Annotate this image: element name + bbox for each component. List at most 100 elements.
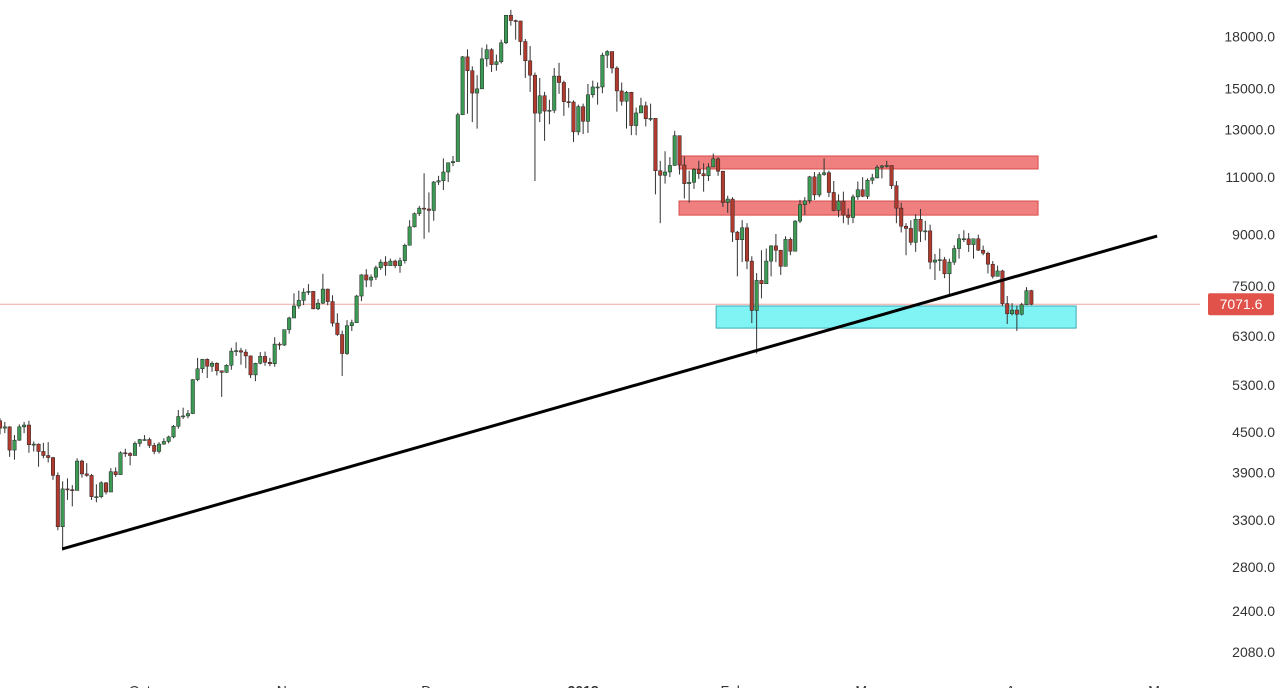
- candle-body: [557, 75, 562, 83]
- candle-body: [234, 350, 239, 352]
- candle-body: [465, 56, 470, 71]
- candle-body: [320, 288, 325, 304]
- candle-body: [161, 441, 166, 445]
- candle-body: [1005, 303, 1010, 315]
- candle-body: [296, 300, 301, 307]
- candle-body: [378, 261, 383, 268]
- candle-body: [851, 196, 855, 218]
- candle-body: [638, 105, 643, 114]
- candle-body: [576, 106, 581, 133]
- candle-body: [855, 189, 860, 198]
- candle-body: [345, 325, 349, 354]
- candle-body: [957, 238, 962, 249]
- candle-body: [152, 445, 157, 452]
- x-tick-label: Oct: [129, 683, 151, 688]
- candle-body: [648, 118, 653, 120]
- candle-body: [875, 166, 880, 179]
- candle-body: [470, 70, 475, 94]
- candle-body: [229, 350, 234, 366]
- candle-body: [590, 86, 595, 96]
- candle-body: [214, 363, 219, 372]
- candle-body: [677, 135, 682, 166]
- candle-body: [258, 356, 263, 364]
- candle-body: [552, 75, 557, 111]
- candle-body: [243, 351, 248, 357]
- candle-body: [441, 171, 446, 181]
- candle-body: [1019, 304, 1024, 315]
- candle-body: [499, 42, 504, 63]
- candle-body: [566, 101, 571, 103]
- candle-body: [740, 227, 745, 240]
- candle-body: [932, 259, 937, 263]
- candle-body: [663, 171, 668, 176]
- y-tick-label: 3900.0: [1232, 465, 1275, 481]
- candle-body: [600, 54, 605, 88]
- candle-body: [976, 238, 981, 251]
- candle-body: [94, 496, 99, 498]
- candle-body: [691, 169, 696, 183]
- candle-body: [952, 248, 957, 263]
- candle-body: [330, 301, 335, 324]
- candle-body: [802, 200, 807, 205]
- candle-body: [55, 475, 60, 527]
- candle-body: [798, 204, 802, 222]
- candle-body: [846, 214, 851, 218]
- candle-body: [605, 51, 610, 56]
- candle-body: [706, 166, 711, 177]
- candle-body: [104, 482, 109, 493]
- candle-body: [195, 368, 200, 380]
- x-tick-label: Sep: [0, 683, 8, 688]
- candle-body: [928, 230, 933, 263]
- candle-body: [210, 363, 215, 367]
- x-tick-label: May: [1148, 683, 1174, 688]
- candle-body: [643, 105, 648, 120]
- candle-body: [879, 165, 884, 168]
- candle-body: [754, 280, 759, 311]
- candle-body: [446, 162, 451, 173]
- candle-body: [769, 245, 774, 262]
- candle-body: [451, 161, 455, 164]
- candle-body: [889, 165, 894, 186]
- candle-body: [817, 174, 822, 196]
- candle-body: [200, 359, 205, 370]
- trend-line: [61, 234, 1158, 551]
- candle-body: [619, 90, 624, 102]
- candle-body: [128, 453, 133, 456]
- candle-body: [316, 302, 321, 310]
- candle-body: [923, 230, 928, 233]
- zone: [678, 200, 1039, 216]
- y-tick-label: 6300.0: [1232, 328, 1275, 344]
- candle-body: [99, 482, 104, 497]
- candle-body: [431, 181, 436, 211]
- candle-body: [759, 280, 764, 285]
- y-tick-label: 15000.0: [1224, 81, 1275, 97]
- x-tick-label: Mar: [855, 683, 879, 688]
- candle-body: [364, 274, 369, 281]
- candle-body: [36, 443, 41, 452]
- x-tick-label: 2018: [568, 683, 599, 688]
- candle-body: [176, 416, 181, 427]
- candle-body: [585, 94, 590, 122]
- candle-body: [812, 176, 817, 196]
- candle-body: [426, 208, 431, 211]
- candle-body: [277, 343, 282, 346]
- candle-body: [253, 363, 258, 376]
- candle-body: [942, 259, 947, 275]
- candle-body: [730, 198, 735, 233]
- y-tick-label: 3300.0: [1232, 512, 1275, 528]
- candle-body: [369, 276, 374, 281]
- candle-body: [238, 350, 243, 353]
- candle-body: [412, 213, 417, 228]
- candle-body: [205, 359, 210, 367]
- y-tick-label: 9000.0: [1232, 226, 1275, 242]
- y-tick-label: 13000.0: [1224, 121, 1275, 137]
- candle-body: [132, 443, 137, 456]
- price-label-box: [1208, 293, 1274, 316]
- y-tick-label: 2080.0: [1232, 644, 1275, 660]
- candle-body: [629, 92, 634, 126]
- candle-body: [995, 270, 1000, 277]
- candle-body: [282, 329, 287, 346]
- candle-body: [75, 460, 80, 491]
- candle-body: [84, 473, 89, 476]
